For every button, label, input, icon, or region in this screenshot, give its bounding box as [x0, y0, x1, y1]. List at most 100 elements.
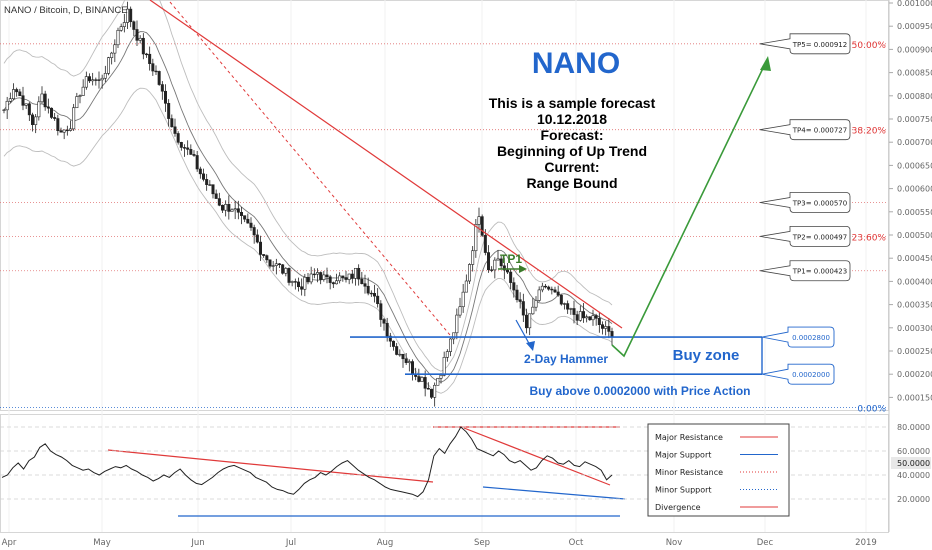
candle-body: [566, 303, 570, 310]
candle-body: [103, 73, 107, 79]
candle-body: [126, 8, 130, 23]
candle-body: [211, 184, 215, 195]
candle-body: [350, 273, 354, 279]
candle-body: [521, 301, 525, 316]
candle-body: [559, 294, 563, 305]
candle-body: [315, 272, 319, 275]
candle-body: [186, 147, 190, 150]
candle-body: [271, 265, 275, 267]
candle-body: [607, 326, 611, 332]
candle-body: [423, 377, 427, 389]
candle-body: [107, 57, 111, 74]
legend-item-label: Major Support: [655, 451, 711, 460]
candle-body: [40, 93, 44, 103]
price-tick-label: 0.0002000: [897, 370, 932, 379]
candle-body: [189, 149, 193, 155]
candle-body: [18, 91, 22, 97]
target-callout-text: TP2= 0.000497: [792, 233, 847, 241]
candle-body: [600, 324, 604, 329]
candle-body: [183, 147, 187, 149]
main-panel-frame: [0, 0, 889, 411]
candle-body: [122, 22, 126, 27]
candle-body: [325, 274, 329, 278]
price-axis-labels: 0.0010000 0.0009500 0.0009000 0.0008500 0.00…: [889, 0, 932, 402]
time-tick-label: Aug: [377, 538, 394, 548]
candle-body: [319, 272, 323, 280]
candle-body: [388, 335, 392, 342]
candle-body: [224, 204, 228, 211]
candle-body: [56, 118, 60, 132]
candle-body: [477, 216, 481, 225]
candle-body: [442, 357, 446, 376]
candle-body: [164, 90, 168, 104]
candle-body: [398, 353, 402, 356]
candle-body: [369, 292, 373, 295]
candle-body: [293, 281, 297, 283]
candle-body: [344, 277, 348, 280]
candle-body: [372, 293, 376, 297]
candle-body: [312, 273, 316, 276]
candle-body: [357, 267, 361, 280]
chart-title: NANO / Bitcoin, D, BINANCE: [4, 5, 128, 16]
candle-body: [455, 314, 459, 334]
candle-body: [341, 275, 345, 278]
candle-body: [537, 289, 541, 301]
minor-resistance-line: [169, 1, 451, 336]
candle-body: [597, 318, 601, 325]
candle-body: [360, 278, 364, 284]
price-tick-label: 0.0007000: [897, 138, 932, 147]
buy-zone-callout-text: 0.0002000: [792, 371, 830, 379]
tp1-arrowhead: [519, 265, 527, 273]
candle-body: [436, 377, 440, 386]
osc-resistance-line: [107, 449, 434, 483]
candle-body: [230, 209, 234, 212]
time-tick-label: Dec: [757, 538, 774, 548]
candle-body: [179, 142, 183, 148]
candle-body: [2, 109, 6, 111]
candle-body: [30, 114, 34, 125]
candle-body: [410, 361, 414, 375]
hammer-arrowhead: [526, 341, 535, 351]
candle-body: [382, 319, 386, 324]
buy-zone-callout: [761, 326, 835, 348]
candle-body: [59, 130, 63, 133]
annotation-line: Beginning of Up Trend: [497, 143, 647, 159]
candle-body: [433, 384, 437, 398]
time-tick-label: Oct: [569, 538, 584, 548]
candle-body: [141, 37, 145, 55]
candle-body: [496, 258, 500, 261]
target-callout-bubble: [759, 260, 851, 282]
candle-body: [445, 351, 449, 358]
time-tick-label: Jun: [190, 538, 204, 548]
price-tick-label: 0.0004000: [897, 277, 932, 286]
price-tick-label: 0.0004500: [897, 254, 932, 263]
candle-body: [69, 128, 73, 131]
candle-body: [27, 103, 31, 116]
candle-body: [309, 273, 313, 283]
candle-body: [173, 126, 177, 134]
candle-body: [78, 95, 82, 97]
candle-body: [376, 295, 380, 305]
candle-body: [290, 281, 294, 283]
price-tick-label: 0.0006000: [897, 185, 932, 194]
candlesticks: [2, 1, 614, 407]
osc-divergence-support: [482, 486, 626, 500]
hammer-annotation: 2-Day Hammer: [515, 319, 608, 366]
time-tick-label: 2019: [855, 538, 877, 548]
forecast-path: [611, 61, 767, 358]
brand-title: NANO: [532, 47, 620, 80]
annotation-line: 10.12.2018: [537, 111, 607, 127]
candle-body: [34, 116, 38, 125]
candle-body: [464, 280, 468, 293]
legend-item-label: Divergence: [655, 503, 701, 512]
candle-body: [116, 29, 120, 46]
candle-body: [110, 52, 114, 58]
target-callout-text: TP4= 0.000727: [792, 127, 847, 135]
candle-body: [306, 276, 310, 283]
time-axis-labels: Apr May Jun Jul Aug Sep Oct Nov Dec 2019: [2, 538, 877, 548]
candle-body: [94, 79, 98, 81]
annotation-line: This is a sample forecast: [489, 95, 656, 111]
candle-body: [569, 308, 573, 310]
price-tick-label: 0.0008500: [897, 69, 932, 78]
target-callout-text: TP1= 0.000423: [792, 268, 847, 276]
